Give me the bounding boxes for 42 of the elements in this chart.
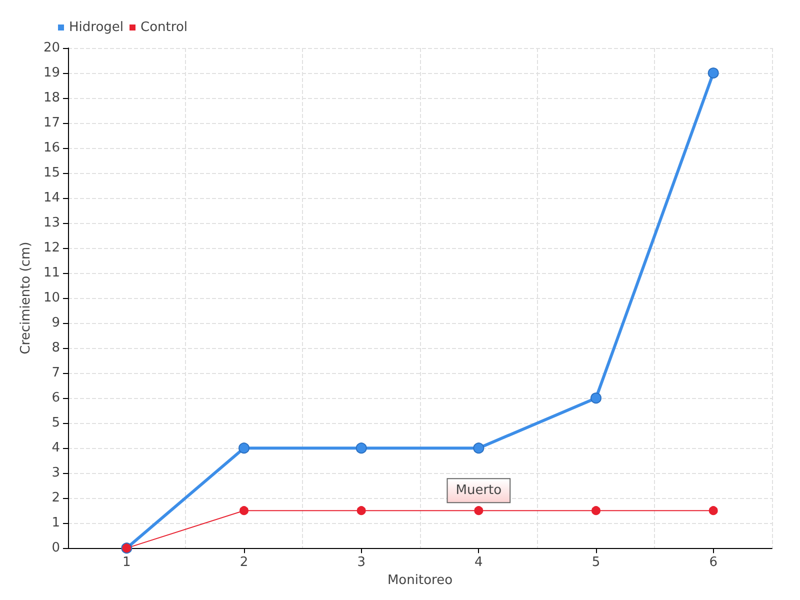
y-tick-label: 16: [43, 140, 60, 156]
y-tick-label: 12: [43, 240, 60, 256]
point: [240, 506, 248, 516]
point: [708, 68, 719, 78]
legend-label: Hidrogel: [69, 20, 124, 35]
y-tick-label: 10: [43, 290, 60, 306]
y-tick-label: 19: [43, 66, 60, 81]
y-tick-label: 15: [43, 166, 60, 181]
y-tick-label: 6: [52, 390, 60, 406]
point: [473, 442, 484, 454]
y-tick-label: 9: [52, 316, 60, 331]
y-tick-label: 17: [43, 116, 60, 131]
y-tick-label: 4: [52, 440, 60, 456]
y-tick-label: 18: [43, 90, 60, 106]
x-axis-title: Monitoreo: [387, 573, 453, 588]
y-tick-label: 3: [52, 466, 60, 481]
y-tick-label: 14: [43, 190, 60, 206]
y-tick-label: 1: [52, 516, 60, 531]
legend-label: Control: [140, 20, 188, 35]
y-axis-title: Crecimiento (cm): [18, 242, 34, 354]
point: [356, 442, 367, 454]
y-tick-label: 2: [52, 490, 60, 506]
point: [474, 506, 484, 516]
y-tick-label: 5: [52, 416, 60, 431]
y-tick-label: 20: [43, 40, 60, 56]
y-tick-label: 8: [52, 340, 60, 356]
y-tick-label: 0: [52, 540, 60, 556]
point: [708, 506, 718, 516]
x-tick-label: 1: [122, 555, 131, 570]
point: [590, 392, 602, 404]
x-tick-label: 5: [592, 555, 600, 570]
point: [356, 506, 366, 516]
y-tick-label: 11: [43, 266, 60, 281]
y-tick-label: 7: [52, 366, 60, 381]
y-tick-label: 13: [43, 216, 60, 231]
x-tick-label: 2: [240, 555, 248, 570]
x-tick-label: 6: [709, 555, 718, 570]
annotation: Muerto: [456, 483, 502, 498]
x-tick-label: 4: [474, 555, 483, 570]
x-tick-label: 3: [357, 555, 366, 570]
point: [238, 442, 250, 454]
point: [592, 506, 600, 516]
